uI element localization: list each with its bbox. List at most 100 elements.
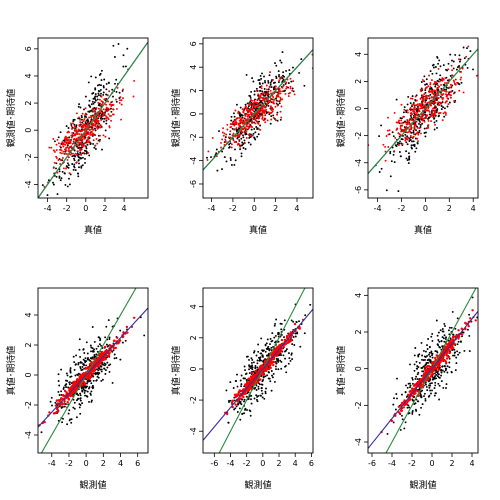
data-point [267,95,270,98]
data-point [437,101,440,104]
data-point [72,122,74,125]
data-point [394,136,397,139]
data-point [418,102,421,105]
data-point [73,407,76,410]
data-point [102,86,105,89]
data-point [423,392,426,395]
plot-area [368,45,478,193]
data-point [467,45,470,48]
data-point [428,110,431,113]
data-point [285,81,288,84]
x-tick-label: 6 [135,459,140,468]
data-point [105,103,108,106]
data-point [387,133,390,136]
data-point [257,387,260,390]
data-point [280,367,283,370]
data-point [232,139,235,142]
data-point [251,126,254,129]
data-point [248,123,251,126]
data-point [261,396,264,399]
data-point [207,150,210,153]
data-point [429,81,432,84]
data-point [239,133,242,136]
y-tick-label: -4 [354,438,363,446]
data-point [229,381,232,384]
data-point [104,369,107,372]
data-point [421,88,424,91]
data-point [74,382,78,385]
data-point [264,102,267,105]
y-tick-label: 2 [189,88,198,93]
data-point [263,104,265,107]
data-point [451,69,454,72]
data-point [275,318,278,321]
data-point [412,133,415,135]
data-point [255,87,258,90]
data-point [289,85,292,88]
data-point [254,119,257,122]
data-point [445,336,447,339]
data-point [267,100,270,103]
data-point [81,143,84,146]
data-point [275,75,278,78]
data-point [441,98,444,101]
data-point [250,357,253,360]
data-point [420,81,423,83]
data-point [265,108,268,111]
data-point [272,114,275,117]
data-point [72,140,75,143]
plot-frame [367,37,479,199]
data-point [436,91,439,94]
data-point [417,400,420,403]
data-point [434,104,436,107]
data-point [443,340,446,343]
data-point [424,135,427,138]
data-point [416,111,419,114]
data-point [96,371,99,374]
y-tick-label: 4 [24,312,33,317]
data-point [80,118,83,121]
data-point [116,86,119,89]
data-point [132,95,135,98]
data-point [74,155,77,158]
y-tick-label: 0 [189,111,198,116]
data-point [90,390,93,393]
data-point [456,317,459,320]
y-axis-label: 観測値･期待値 [335,89,347,148]
y-tick-label: 4 [189,304,198,309]
data-point [419,124,422,126]
data-point [83,142,86,145]
data-point [112,349,115,352]
data-point [459,78,462,81]
data-point [406,111,409,114]
data-point [108,137,111,140]
data-point [439,74,442,77]
data-point [117,43,120,45]
data-point [442,349,446,353]
data-point [60,393,63,396]
data-point [422,112,425,115]
data-point [453,81,456,83]
data-point [101,115,104,118]
data-point [88,386,91,389]
data-point [440,368,443,371]
data-point [387,146,390,148]
data-point [392,403,395,406]
data-point [425,385,428,388]
data-point [428,97,431,100]
data-point [277,92,280,95]
data-point [269,337,272,340]
data-point [261,96,264,99]
data-point [280,105,283,108]
data-point [385,189,388,192]
data-point [77,172,80,175]
data-point [255,389,258,391]
data-point [273,380,276,383]
data-point [271,332,274,335]
data-point [438,345,441,348]
data-point [274,341,276,344]
data-point [290,80,293,83]
data-point [406,103,409,106]
y-tick-label: 0 [24,128,33,133]
data-point [266,348,269,351]
